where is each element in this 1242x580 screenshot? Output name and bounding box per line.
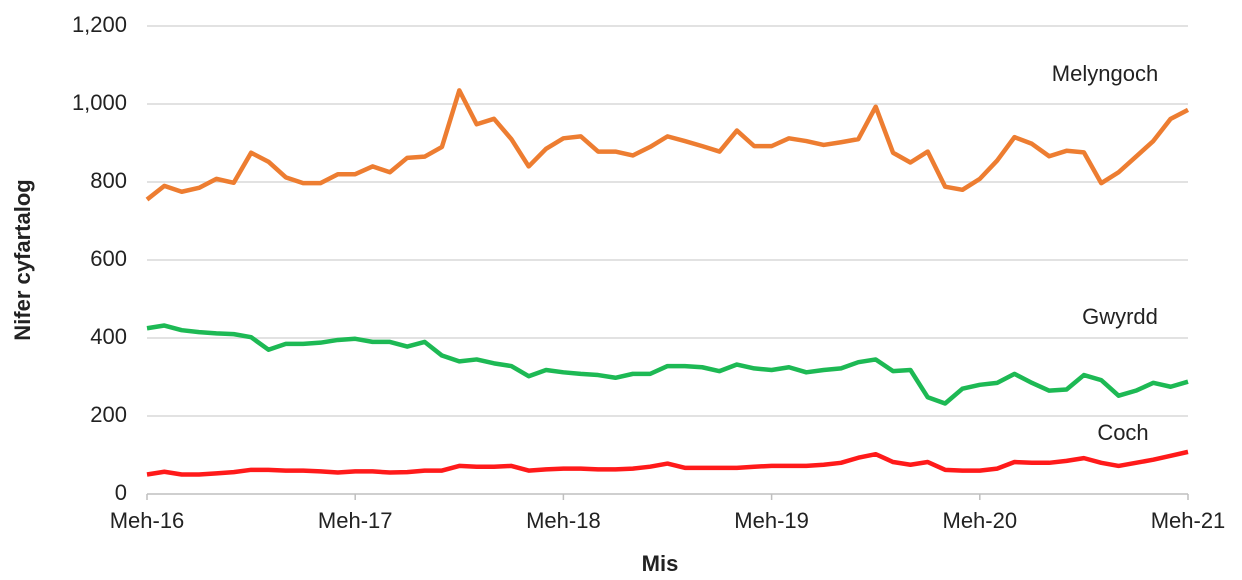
x-axis-title: Mis <box>642 551 679 576</box>
x-tick-label: Meh-18 <box>526 508 601 533</box>
y-axis-title: Nifer cyfartalog <box>10 179 35 340</box>
y-tick-label: 600 <box>90 246 127 271</box>
y-tick-label: 800 <box>90 168 127 193</box>
x-tick-label: Meh-19 <box>734 508 809 533</box>
y-tick-label: 400 <box>90 324 127 349</box>
y-tick-label: 1,000 <box>72 90 127 115</box>
y-tick-label: 0 <box>115 480 127 505</box>
x-tick-label: Meh-16 <box>110 508 185 533</box>
y-tick-label: 1,200 <box>72 12 127 37</box>
series-label: Gwyrdd <box>1082 304 1158 329</box>
series-label: Melyngoch <box>1052 61 1158 86</box>
x-tick-label: Meh-20 <box>943 508 1018 533</box>
x-tick-label: Meh-17 <box>318 508 393 533</box>
series-label: Coch <box>1097 420 1148 445</box>
x-tick-label: Meh-21 <box>1151 508 1226 533</box>
line-series <box>145 88 1190 202</box>
line-series <box>146 323 1189 406</box>
y-tick-label: 200 <box>90 402 127 427</box>
line-series <box>146 449 1189 477</box>
